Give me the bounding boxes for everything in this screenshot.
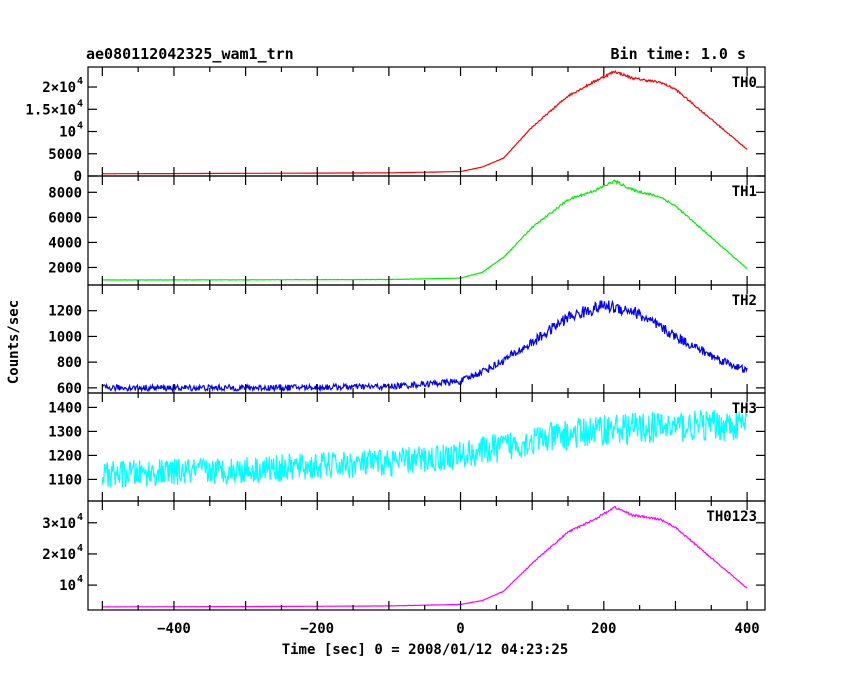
panel-th3: 1100 1200 1300 1400 TH3	[48, 392, 766, 502]
panel-name-label: TH0123	[706, 509, 757, 525]
y-tick-label: 1100	[48, 472, 82, 488]
panel-frame	[87, 392, 766, 502]
x-axis: −400 −200 0 200 400	[157, 621, 760, 637]
panel-frame	[87, 500, 766, 611]
series-line-th0123	[102, 506, 748, 608]
y-tick-label: 1300	[48, 424, 82, 440]
y-tick-exponent: 4	[77, 574, 83, 585]
y-tick-label: 6000	[48, 210, 82, 226]
y-tick-label: 1200	[48, 304, 82, 320]
panel-name-label: TH0	[732, 75, 757, 91]
y-tick-exponent: 4	[77, 76, 83, 87]
x-tick-label: 200	[591, 621, 616, 637]
y-tick-label: 3×10	[42, 516, 76, 532]
y-tick-label: 2000	[48, 260, 82, 276]
panel-th0123: 10 42×10 43×10 4 TH0123	[42, 500, 766, 611]
y-tick-label: 10	[59, 125, 76, 141]
panel-name-label: TH1	[732, 184, 757, 200]
y-tick-label: 2×10	[42, 547, 76, 563]
panel-th2: 600 800 1000 1200 TH2	[48, 284, 766, 397]
y-tick-exponent: 4	[77, 121, 83, 132]
y-tick-label: 2×10	[42, 80, 76, 96]
x-tick-label: −400	[157, 621, 191, 637]
bin-time-label: Bin time: 1.0 s	[611, 45, 746, 63]
y-tick-label: 1400	[48, 400, 82, 416]
y-tick-label: 4000	[48, 235, 82, 251]
y-tick-label: 10	[59, 578, 76, 594]
panel-th1: 2000 4000 6000 8000 TH1	[48, 175, 766, 286]
y-tick-exponent: 4	[77, 512, 83, 523]
panel-name-label: TH2	[732, 293, 757, 309]
y-tick-label: 1000	[48, 329, 82, 345]
series-line-th1	[102, 179, 748, 281]
y-tick-exponent: 4	[77, 543, 83, 554]
x-tick-label: −200	[300, 621, 334, 637]
y-tick-label: 0	[74, 169, 82, 185]
x-tick-label: 400	[734, 621, 759, 637]
y-tick-label: 5000	[48, 147, 82, 163]
series-line-th0	[102, 69, 748, 175]
y-tick-label: 8000	[48, 185, 82, 201]
y-tick-exponent: 4	[77, 98, 83, 109]
y-tick-label: 600	[57, 381, 82, 397]
panel-name-label: TH3	[732, 401, 757, 417]
series-line-th3	[101, 408, 748, 488]
panel-frame	[87, 175, 766, 286]
y-axis-label: Counts/sec	[6, 300, 22, 384]
y-tick-label: 800	[57, 355, 82, 371]
y-tick-label: 1200	[48, 448, 82, 464]
panel-frame	[87, 284, 766, 394]
series-line-th2	[101, 299, 748, 393]
y-tick-label: 1.5×10	[25, 102, 76, 118]
figure-title: ae080112042325_wam1_trn	[86, 45, 294, 63]
x-axis-label: Time [sec] 0 = 2008/01/12 04:23:25	[282, 642, 569, 658]
x-tick-label: 0	[456, 621, 464, 637]
